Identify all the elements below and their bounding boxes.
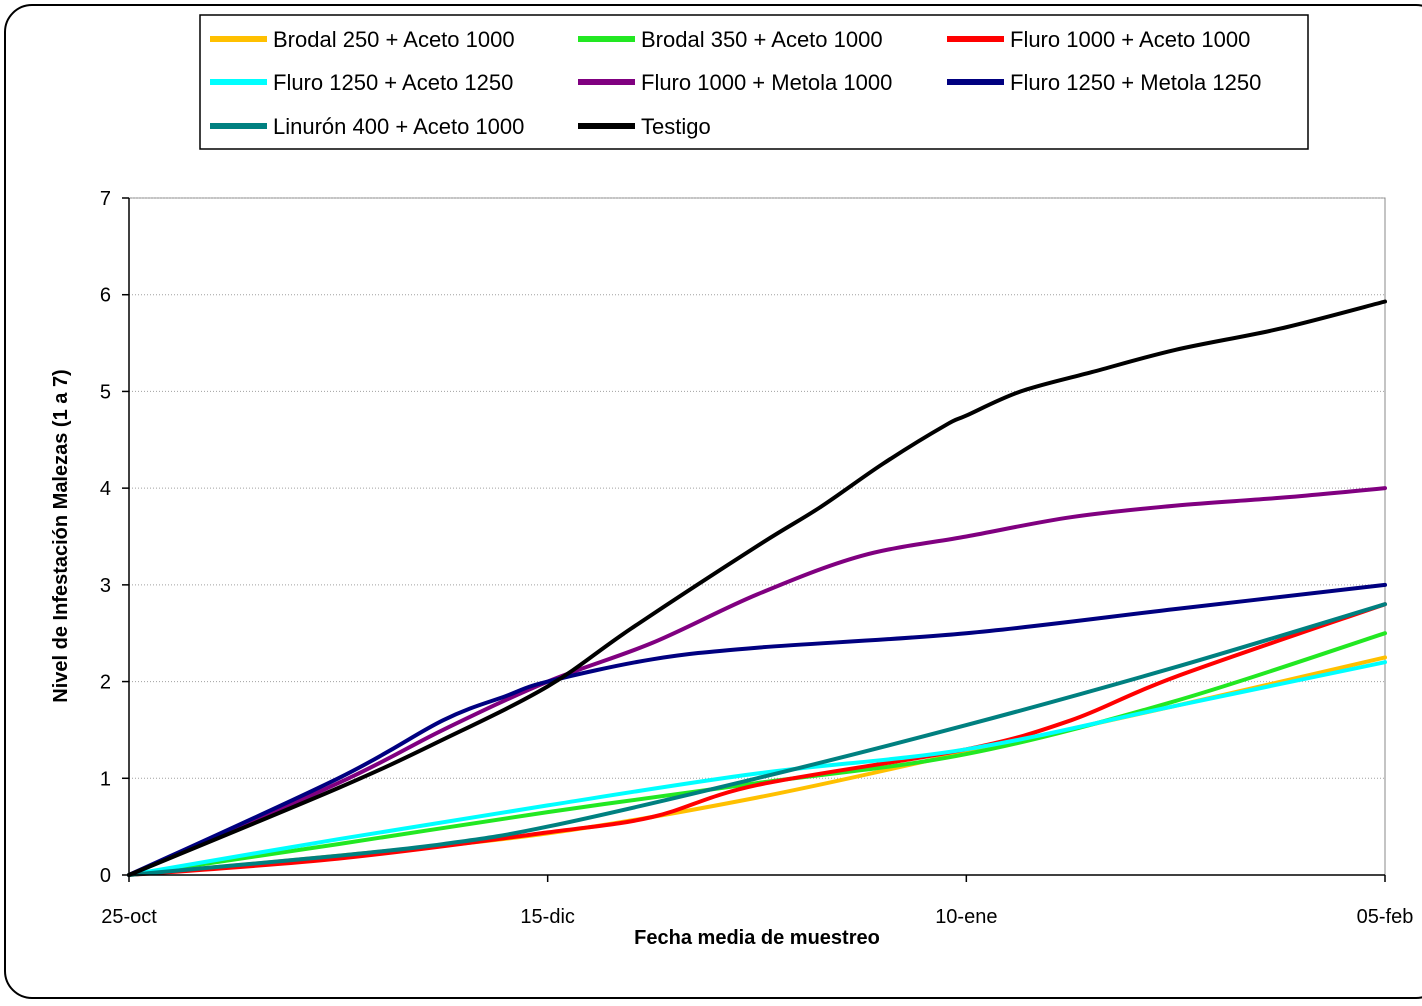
x-tick-label: 05-feb xyxy=(1357,906,1414,928)
series-line xyxy=(127,299,1387,877)
y-axis-title: Nivel de Infestación Malezas (1 a 7) xyxy=(50,369,72,702)
legend-label: Fluro 1250 + Aceto 1250 xyxy=(273,70,513,95)
series-layer xyxy=(127,299,1387,877)
axes xyxy=(128,198,1385,876)
y-tick-label: 6 xyxy=(100,285,111,307)
plot-area xyxy=(128,197,1386,876)
legend-items: Brodal 250 + Aceto 1000 Brodal 350 + Acet… xyxy=(210,27,1261,139)
legend-label: Testigo xyxy=(641,114,711,139)
legend: Brodal 250 + Aceto 1000 Brodal 350 + Acet… xyxy=(199,14,1309,150)
series-line xyxy=(127,602,1387,877)
legend-label: Linurón 400 + Aceto 1000 xyxy=(273,114,524,139)
series-line xyxy=(127,582,1387,877)
x-tick-label: 10-ene xyxy=(935,906,997,928)
y-tick-label: 4 xyxy=(100,478,111,500)
series-line xyxy=(127,660,1387,877)
legend-label: Brodal 350 + Aceto 1000 xyxy=(641,27,883,52)
legend-box xyxy=(199,14,1309,150)
series-line xyxy=(127,602,1387,877)
y-tick-label: 5 xyxy=(100,381,111,403)
legend-label: Fluro 1000 + Metola 1000 xyxy=(641,70,892,95)
y-ticks: 0 1 2 3 4 5 6 7 xyxy=(100,188,129,887)
x-axis-title: Fecha media de muestreo xyxy=(634,927,880,949)
x-tick-label: 25-oct xyxy=(101,906,157,928)
y-tick-label: 1 xyxy=(100,768,111,790)
y-tick-label: 3 xyxy=(100,575,111,597)
series-line xyxy=(127,486,1387,877)
legend-label: Brodal 250 + Aceto 1000 xyxy=(273,27,515,52)
legend-label: Fluro 1250 + Metola 1250 xyxy=(1010,70,1261,95)
x-tick-label: 15-dic xyxy=(520,906,574,928)
y-tick-label: 0 xyxy=(100,865,111,887)
legend-label: Fluro 1000 + Aceto 1000 xyxy=(1010,27,1250,52)
x-ticks: 25-oct 15-dic 10-ene 05-feb xyxy=(101,875,1413,928)
y-tick-label: 2 xyxy=(100,672,111,694)
y-tick-label: 7 xyxy=(100,188,111,210)
